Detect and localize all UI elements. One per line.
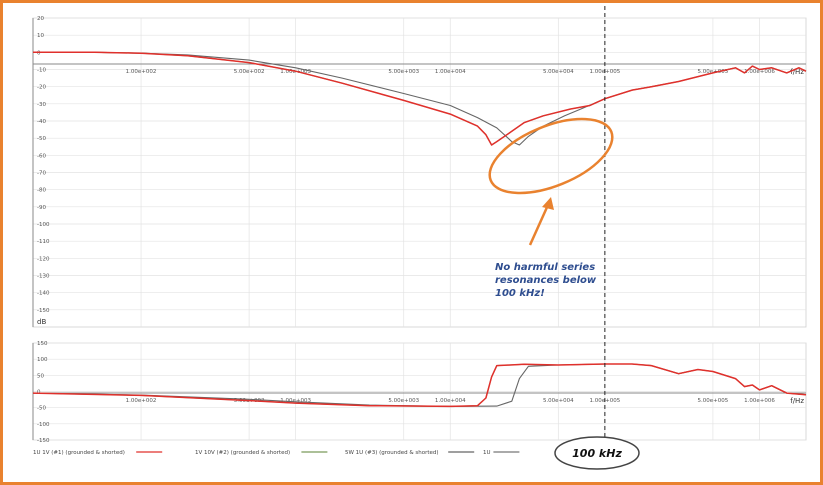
resonance-highlight-ellipse: [488, 117, 614, 195]
x-tick-label: 5.00e+003: [388, 398, 419, 404]
annotation-arrow-head: [542, 197, 554, 210]
x-tick-label: 1.00e+004: [435, 398, 466, 404]
x-tick-label: 1.00e+006: [744, 69, 775, 75]
series-line-2: [33, 51, 807, 146]
y-tick-label: -10: [37, 68, 46, 74]
y-tick-label: -60: [37, 153, 46, 159]
legend-label: 1U 1V (#1) (grounded & shorted): [33, 450, 125, 456]
y-tick-label: 50: [37, 373, 44, 379]
x-tick-label: 1.00e+006: [744, 398, 775, 404]
legend-label: 1U: [483, 450, 491, 456]
series-line-1: [33, 51, 807, 146]
x-tick-label: 1.00e+003: [280, 398, 311, 404]
x-tick-label: 5.00e+002: [234, 69, 265, 75]
y-tick-label: -40: [37, 119, 46, 125]
x-tick-label: 1.00e+002: [126, 398, 157, 404]
x-tick-label: 1.00e+004: [435, 69, 466, 75]
x-tick-label: 5.00e+004: [543, 69, 574, 75]
y-tick-label: -100: [37, 422, 50, 428]
annotation-text-line: No harmful series: [495, 262, 595, 273]
y-tick-label: -30: [37, 102, 46, 108]
panel-magnitude: 20 10 0 -10 -20 -30 -40 -50 -60 -70 -80 -90 -100 -110…: [32, 16, 807, 328]
y-tick-label: -140: [37, 291, 50, 297]
y-tick-label: -120: [37, 256, 50, 262]
y-tick-label: -80: [37, 188, 46, 194]
legend-label: 5W 1U (#3) (grounded & shorted): [345, 450, 439, 456]
annotation-arrow-shaft: [528, 204, 550, 246]
marker-callout-label: 100 kHz: [572, 447, 622, 460]
x-tick-label: 5.00e+005: [698, 69, 729, 75]
legend-label: 1V 10V (#2) (grounded & shorted): [195, 450, 290, 456]
series-line-3: [33, 51, 807, 146]
y-tick-label: -50: [37, 136, 46, 142]
x-tick-label: 5.00e+004: [543, 398, 574, 404]
y-tick-label: 20: [37, 16, 44, 22]
y-axis-label: dB: [37, 318, 46, 326]
y-tick-label: 150: [37, 341, 48, 347]
y-tick-label: -20: [37, 85, 46, 91]
annotation-text-line: resonances below: [495, 275, 597, 286]
y-tick-label: -150: [37, 308, 50, 314]
y-tick-label: -150: [37, 438, 50, 444]
y-tick-label: -70: [37, 171, 46, 177]
x-unit-label: f/Hz: [790, 397, 804, 405]
y-tick-label: -90: [37, 205, 46, 211]
y-tick-label: 10: [37, 33, 44, 39]
y-tick-label: 0: [37, 50, 41, 56]
annotation-text-line: 100 kHz!: [495, 288, 545, 299]
x-tick-label: 5.00e+003: [388, 69, 419, 75]
y-tick-label: -50: [37, 406, 46, 412]
y-tick-label: -100: [37, 222, 50, 228]
x-tick-label: 1.00e+002: [126, 69, 157, 75]
y-tick-label: 100: [37, 357, 48, 363]
panel-phase: 150100500-50-100-1501.00e+0025.00e+0021.…: [32, 341, 807, 444]
x-tick-label: 5.00e+005: [698, 398, 729, 404]
y-tick-label: -110: [37, 239, 50, 245]
y-tick-label: -130: [37, 274, 50, 280]
x-unit-label: f/Hz: [790, 68, 804, 76]
marker-callout-ellipse: [554, 436, 640, 470]
